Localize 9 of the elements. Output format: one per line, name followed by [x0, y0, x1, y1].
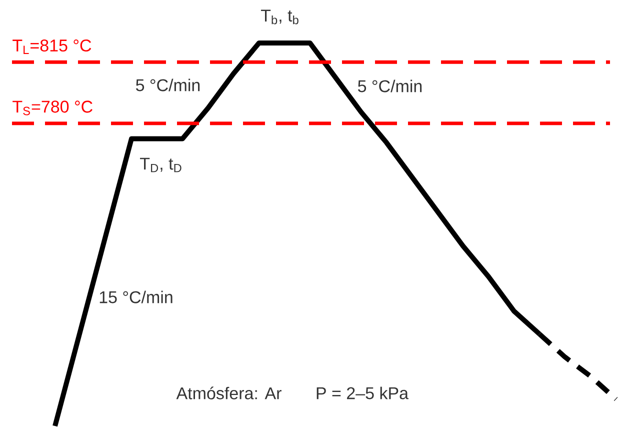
annotation: T$_{D}$, t$_{D}$: [140, 158, 182, 172]
annotation: Atmósfera: Ar: [176, 386, 282, 400]
text: T$_{b}$, t$_{b}$: [260, 10, 298, 24]
annotation: T$_{S}$=780 °C: [12, 100, 92, 116]
annotation: 15 °C/min: [100, 290, 172, 304]
annotation: 5 °C/min: [136, 78, 200, 92]
annotation: P = 2–5 kPa: [316, 386, 409, 400]
annotation: 5 °C/min: [358, 80, 422, 92]
annotation: T$_{L}$=815 °C: [12, 39, 92, 54]
